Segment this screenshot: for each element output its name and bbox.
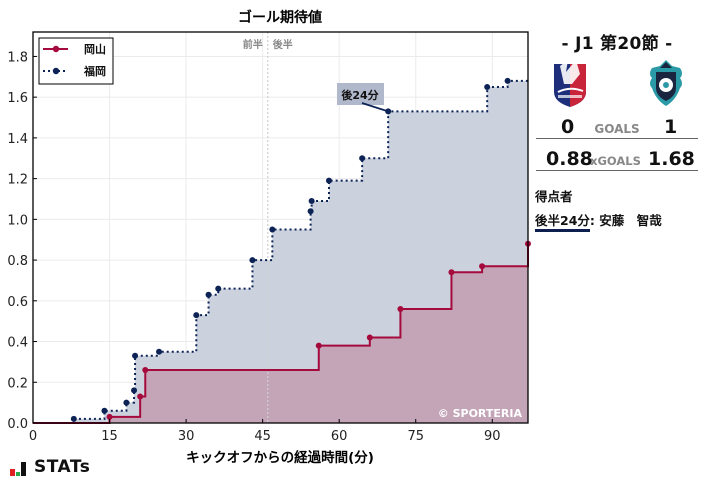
chart-title: ゴール期待値 <box>238 9 322 26</box>
home-xg: 0.88 <box>546 148 593 170</box>
plot-frame <box>32 31 529 424</box>
home-goals: 0 <box>561 116 575 138</box>
round-title: - J1 第20節 - <box>561 34 673 54</box>
away-xg: 1.68 <box>648 148 695 170</box>
svg-text:後半: 後半 <box>273 38 293 51</box>
away-goals: 1 <box>664 116 678 138</box>
svg-text:0.2: 0.2 <box>7 376 28 391</box>
goals-row: 0 GOALS 1 <box>536 114 698 139</box>
svg-text:0.8: 0.8 <box>7 254 28 269</box>
xgoals-row: 0.88 xGOALS 1.68 <box>536 146 698 171</box>
xg-areas <box>33 80 528 423</box>
svg-text:前半: 前半 <box>243 38 263 51</box>
svg-text:1.8: 1.8 <box>7 50 28 65</box>
home-team-logo <box>550 58 590 108</box>
scorers-heading: 得点者 <box>535 189 573 204</box>
scorer-name: : 安藤 智哉 <box>589 213 662 228</box>
svg-text:岡山: 岡山 <box>84 42 106 56</box>
svg-text:1.2: 1.2 <box>7 173 28 188</box>
brand-name: STATs <box>34 457 91 477</box>
scorer-time: 後半24分 <box>535 213 590 232</box>
svg-text:福岡: 福岡 <box>83 64 106 78</box>
svg-text:1.0: 1.0 <box>7 213 28 228</box>
svg-text:0.6: 0.6 <box>7 295 28 310</box>
fagiano-okayama-crest-icon <box>554 60 586 107</box>
axis-ticks: 0 15 30 45 60 75 90 0.0 0.2 0.4 0.6 0.8 1.0 1.2 1.4 1.6… <box>7 50 500 444</box>
svg-text:0.0: 0.0 <box>7 417 28 432</box>
svg-text:0.4: 0.4 <box>7 336 28 351</box>
svg-text:90: 90 <box>484 429 501 444</box>
svg-text:1.6: 1.6 <box>7 91 28 106</box>
svg-text:30: 30 <box>178 429 195 444</box>
svg-text:45: 45 <box>254 429 271 444</box>
goals-label: GOALS <box>594 122 640 136</box>
xg-lines <box>33 77 531 424</box>
x-axis-label: キックオフからの経過時間(分) <box>186 449 374 466</box>
away-team-logo <box>646 58 686 108</box>
watermark: © SPORTERIA <box>438 407 523 420</box>
avispa-fukuoka-crest-icon <box>650 60 682 106</box>
scorer-item: 後半24分: 安藤 智哉 <box>535 210 662 232</box>
svg-text:75: 75 <box>407 429 424 444</box>
xgoals-label: xGOALS <box>590 154 641 168</box>
halftime-marker: 前半 後半 <box>243 32 293 423</box>
bar-chart-logo-icon <box>10 462 26 476</box>
svg-text:60: 60 <box>331 429 348 444</box>
goal-annotation: 後24分 <box>337 83 389 113</box>
svg-text:15: 15 <box>101 429 118 444</box>
svg-text:1.4: 1.4 <box>7 132 28 147</box>
stats-brand: STATs <box>10 456 90 476</box>
svg-text:後24分: 後24分 <box>341 88 378 102</box>
svg-text:0: 0 <box>29 429 37 444</box>
